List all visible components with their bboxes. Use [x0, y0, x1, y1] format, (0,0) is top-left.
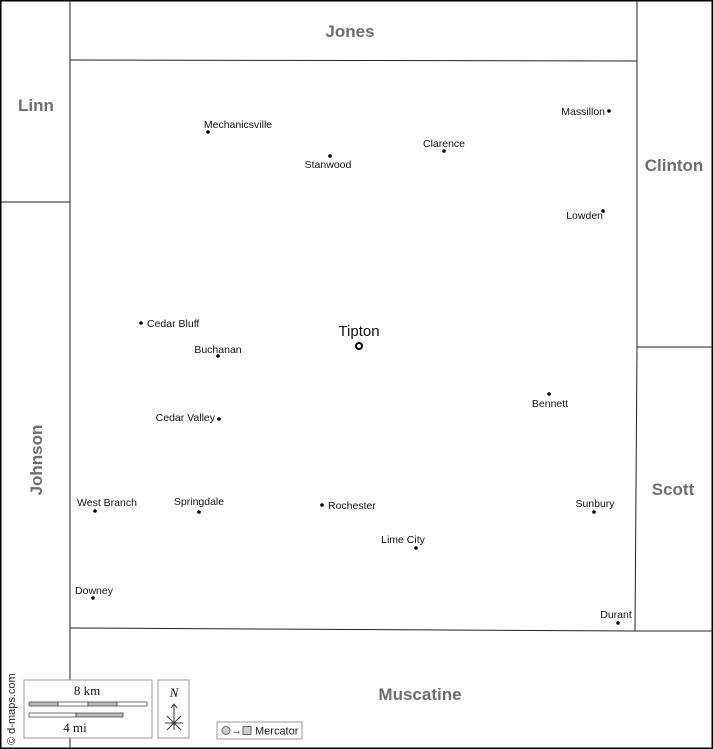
- city-dot-icon: [216, 354, 220, 358]
- city-sunbury: Sunbury: [575, 498, 615, 514]
- county-label-johnson: Johnson: [27, 425, 46, 496]
- city-label: Tipton: [338, 323, 379, 340]
- scale-mi-label: 4 mi: [63, 720, 87, 735]
- city-dot-icon: [91, 596, 95, 600]
- county-label-jones: Jones: [325, 22, 374, 41]
- city-rochester: Rochester: [320, 500, 376, 512]
- city-cedar-valley: Cedar Valley: [156, 412, 221, 424]
- city-dot-icon: [547, 392, 551, 396]
- city-label: Cedar Bluff: [147, 318, 199, 330]
- city-dot-icon: [442, 149, 446, 153]
- circle-icon: [221, 726, 231, 735]
- city-dot-icon: [616, 621, 620, 625]
- city-west-branch: West Branch: [77, 497, 137, 513]
- city-label: Lowden: [566, 210, 603, 222]
- city-label: Mechanicsville: [204, 119, 272, 131]
- city-label: Cedar Valley: [156, 412, 216, 424]
- city-dot-icon: [197, 510, 201, 514]
- cities: Mechanicsville Stanwood Clarence Massillon L…: [75, 106, 632, 625]
- city-durant: Durant: [600, 609, 632, 625]
- square-icon: [242, 726, 252, 735]
- city-springdale: Springdale: [174, 496, 224, 514]
- city-label: Stanwood: [305, 159, 352, 171]
- county-label-linn: Linn: [18, 96, 54, 115]
- city-dot-icon: [607, 109, 611, 113]
- credit: © d-maps.com: [6, 673, 18, 745]
- city-label: Durant: [600, 609, 632, 621]
- city-label: Bennett: [532, 398, 568, 410]
- city-dot-icon: [592, 510, 596, 514]
- arrow-icon: →: [231, 725, 242, 737]
- city-label: West Branch: [77, 497, 137, 509]
- city-label: Sunbury: [575, 498, 615, 510]
- city-label: Massillon: [561, 106, 605, 118]
- city-label: Springdale: [174, 496, 224, 508]
- projection-label: Mercator: [255, 726, 299, 738]
- city-stanwood: Stanwood: [305, 154, 352, 171]
- city-lowden: Lowden: [566, 209, 605, 222]
- city-label: Clarence: [423, 138, 465, 150]
- county-label-scott: Scott: [652, 480, 695, 499]
- city-dot-icon: [328, 154, 332, 158]
- city-dot-icon: [320, 503, 324, 507]
- city-downey: Downey: [75, 585, 114, 600]
- city-massillon: Massillon: [561, 106, 611, 118]
- city-dot-icon: [414, 546, 418, 550]
- city-dot-icon: [601, 209, 605, 213]
- circle-ring-icon: [355, 342, 363, 350]
- scale-km-label: 8 km: [74, 683, 100, 698]
- city-dot-icon: [93, 509, 97, 513]
- city-label: Buchanan: [194, 344, 241, 356]
- scale-bar: 8 km 4 mi: [23, 679, 153, 739]
- county-label-clinton: Clinton: [645, 156, 704, 175]
- county-label-muscatine: Muscatine: [378, 685, 461, 704]
- city-label: Downey: [75, 585, 114, 597]
- city-label: Lime City: [381, 534, 426, 546]
- city-clarence: Clarence: [423, 138, 465, 153]
- city-lime-city: Lime City: [381, 534, 426, 550]
- city-mechanicsville: Mechanicsville: [204, 119, 272, 134]
- city-dot-icon: [206, 130, 210, 134]
- city-dot-icon: [217, 417, 221, 421]
- city-buchanan: Buchanan: [194, 344, 242, 358]
- county-seat-tipton: Tipton: [338, 323, 380, 350]
- north-arrow: N: [157, 679, 190, 739]
- city-bennett: Bennett: [532, 392, 568, 410]
- north-label: N: [169, 685, 180, 700]
- city-cedar-bluff: Cedar Bluff: [139, 318, 199, 330]
- projection-legend: → Mercator: [216, 721, 303, 740]
- city-label: Rochester: [328, 500, 376, 512]
- city-dot-icon: [139, 321, 143, 325]
